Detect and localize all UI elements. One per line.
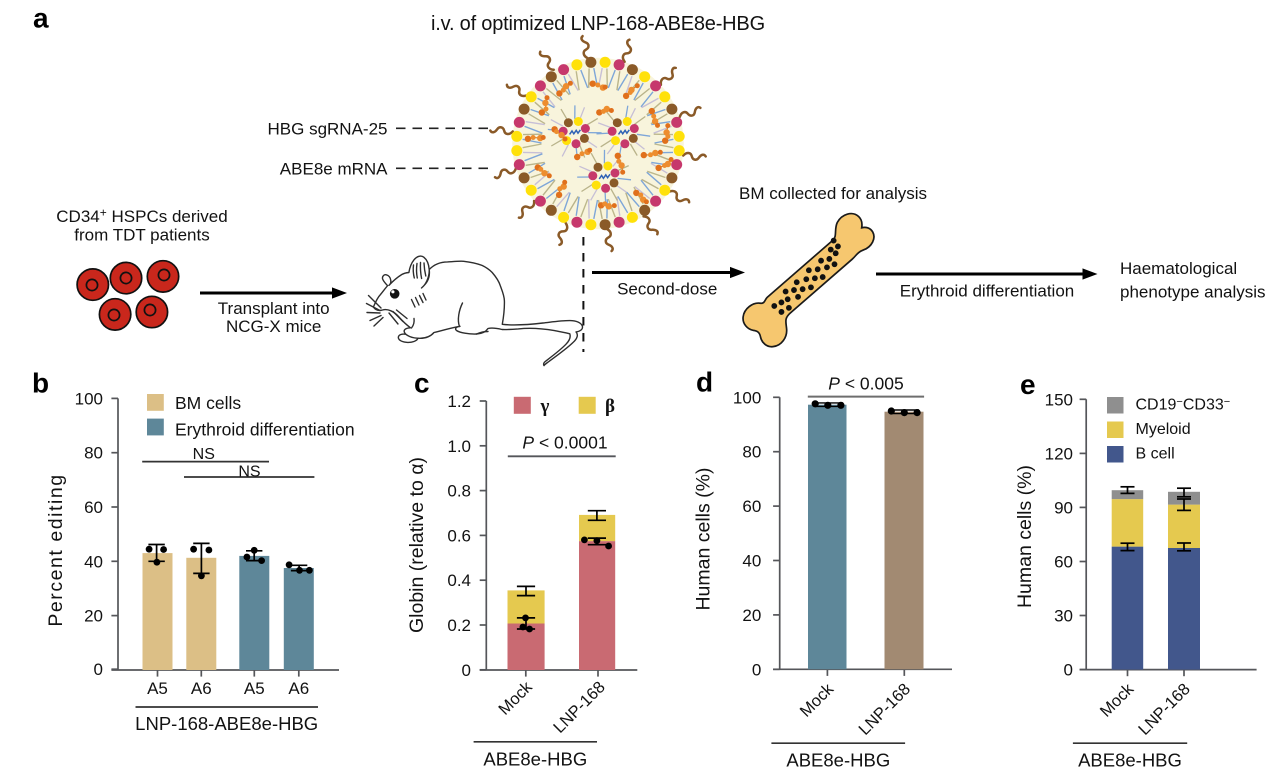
- svg-text:CD19−CD33−: CD19−CD33−: [1136, 396, 1231, 414]
- svg-text:A5: A5: [147, 679, 168, 698]
- svg-text:60: 60: [84, 498, 103, 517]
- svg-text:A6: A6: [191, 679, 212, 698]
- svg-text:Myeloid: Myeloid: [1136, 421, 1191, 438]
- svg-text:Transplant into: Transplant into: [218, 299, 330, 318]
- svg-text:0: 0: [1064, 661, 1073, 680]
- svg-text:1.0: 1.0: [447, 437, 471, 456]
- svg-text:0: 0: [94, 660, 103, 679]
- svg-text:a: a: [33, 3, 49, 34]
- svg-text:LNP-168: LNP-168: [1135, 680, 1194, 739]
- svg-text:A6: A6: [288, 679, 309, 698]
- svg-text:CD34+ HSPCs derived: CD34+ HSPCs derived: [56, 205, 227, 226]
- svg-text:NS: NS: [193, 446, 215, 463]
- svg-text:80: 80: [84, 444, 103, 463]
- svg-text:20: 20: [84, 607, 103, 626]
- svg-text:LNP-168: LNP-168: [550, 678, 609, 737]
- svg-text:0.4: 0.4: [447, 571, 471, 590]
- svg-text:ABE8e-HBG: ABE8e-HBG: [786, 750, 890, 771]
- svg-text:ABE8e-HBG: ABE8e-HBG: [483, 748, 587, 769]
- svg-text:BM cells: BM cells: [175, 393, 241, 413]
- svg-text:Globin (relative to α): Globin (relative to α): [406, 457, 428, 633]
- svg-text:0: 0: [752, 660, 761, 679]
- svg-text:β: β: [605, 396, 615, 417]
- svg-text:Mock: Mock: [495, 678, 536, 719]
- svg-text:Human cells (%): Human cells (%): [692, 467, 714, 610]
- svg-text:Percent editing: Percent editing: [45, 473, 67, 626]
- svg-text:P < 0.0001: P < 0.0001: [522, 432, 607, 452]
- svg-text:ABE8e mRNA: ABE8e mRNA: [280, 160, 388, 179]
- svg-text:0.6: 0.6: [447, 526, 471, 545]
- svg-text:120: 120: [1045, 444, 1073, 463]
- svg-text:from TDT patients: from TDT patients: [74, 226, 209, 245]
- svg-text:Second-dose: Second-dose: [617, 280, 717, 299]
- svg-text:BM collected for analysis: BM collected for analysis: [739, 184, 927, 203]
- svg-text:0.8: 0.8: [447, 482, 471, 501]
- svg-text:30: 30: [1054, 607, 1073, 626]
- svg-text:0.2: 0.2: [447, 616, 471, 635]
- svg-text:d: d: [696, 367, 713, 398]
- svg-text:LNP-168: LNP-168: [855, 680, 914, 739]
- svg-text:0: 0: [462, 661, 471, 680]
- svg-text:40: 40: [84, 552, 103, 571]
- svg-text:ABE8e-HBG: ABE8e-HBG: [1078, 750, 1182, 771]
- svg-text:NS: NS: [238, 463, 260, 480]
- svg-text:e: e: [1020, 369, 1036, 400]
- svg-text:γ: γ: [540, 396, 550, 417]
- svg-text:phenotype analysis: phenotype analysis: [1120, 283, 1266, 302]
- svg-text:100: 100: [733, 388, 761, 407]
- svg-text:150: 150: [1045, 390, 1073, 409]
- svg-text:20: 20: [742, 606, 761, 625]
- svg-text:Human cells (%): Human cells (%): [1014, 465, 1036, 608]
- svg-text:HBG sgRNA-25: HBG sgRNA-25: [268, 119, 388, 138]
- svg-text:60: 60: [742, 497, 761, 516]
- svg-text:NCG-X mice: NCG-X mice: [226, 317, 321, 336]
- svg-text:P < 0.005: P < 0.005: [828, 374, 903, 394]
- svg-text:b: b: [32, 368, 49, 399]
- svg-text:60: 60: [1054, 553, 1073, 572]
- svg-text:40: 40: [742, 552, 761, 571]
- svg-text:Haematological: Haematological: [1120, 259, 1237, 278]
- svg-text:i.v. of optimized LNP-168-ABE8: i.v. of optimized LNP-168-ABE8e-HBG: [431, 13, 765, 35]
- svg-text:80: 80: [742, 443, 761, 462]
- svg-text:B cell: B cell: [1136, 445, 1175, 462]
- svg-text:Erythroid differentiation: Erythroid differentiation: [175, 420, 355, 440]
- svg-text:Mock: Mock: [797, 680, 838, 721]
- svg-text:Erythroid differentiation: Erythroid differentiation: [900, 282, 1075, 301]
- svg-text:1.2: 1.2: [447, 392, 471, 411]
- svg-text:100: 100: [75, 389, 103, 408]
- svg-text:c: c: [414, 368, 430, 399]
- svg-text:LNP-168-ABE8e-HBG: LNP-168-ABE8e-HBG: [135, 713, 318, 734]
- svg-text:Mock: Mock: [1097, 680, 1138, 721]
- svg-text:A5: A5: [244, 679, 265, 698]
- svg-text:90: 90: [1054, 498, 1073, 517]
